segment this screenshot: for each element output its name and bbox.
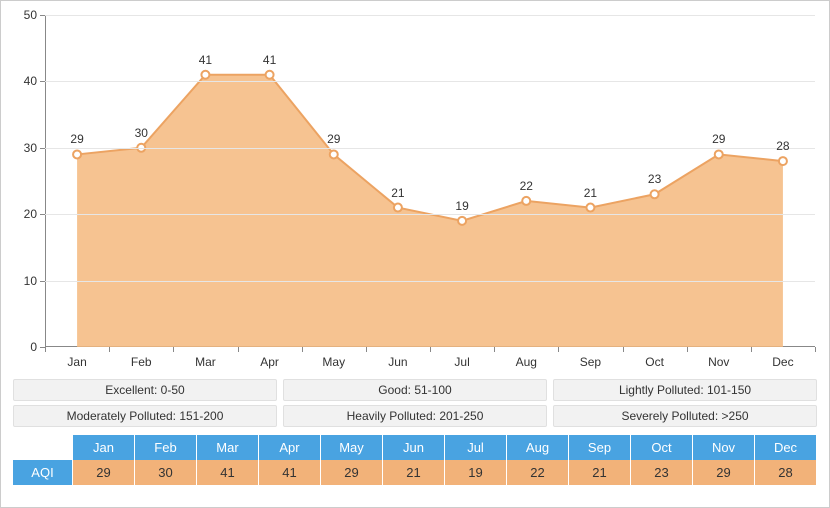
x-tick-mark: [430, 347, 431, 352]
y-tick-mark: [40, 15, 45, 16]
table-header-cell: Jan: [73, 435, 135, 460]
x-tick-mark: [366, 347, 367, 352]
x-tick-mark: [173, 347, 174, 352]
x-tick-mark: [558, 347, 559, 352]
y-tick-mark: [40, 81, 45, 82]
table-data-cell: 30: [135, 460, 197, 485]
legend-lightly-polluted: Lightly Polluted: 101-150: [553, 379, 817, 401]
table-data-cell: 29: [693, 460, 755, 485]
table-header-cell: Nov: [693, 435, 755, 460]
x-tick-mark: [751, 347, 752, 352]
y-tick-label: 50: [7, 8, 37, 22]
legend-row-1: Excellent: 0-50 Good: 51-100 Lightly Pol…: [5, 379, 825, 401]
x-tick-label: May: [322, 355, 345, 369]
y-tick-label: 10: [7, 274, 37, 288]
x-tick-label: Oct: [645, 355, 664, 369]
x-tick-label: Feb: [131, 355, 152, 369]
table-header-cell: Jun: [383, 435, 445, 460]
gridline: [45, 148, 815, 149]
table-header-cell: Sep: [569, 435, 631, 460]
data-table: JanFebMarAprMayJunJulAugSepOctNovDec AQI…: [5, 435, 825, 485]
x-tick-mark: [623, 347, 624, 352]
y-tick-label: 0: [7, 340, 37, 354]
table-row-label: AQI: [13, 460, 73, 485]
table-data-cell: 21: [383, 460, 445, 485]
x-tick-label: Aug: [516, 355, 537, 369]
gridline: [45, 214, 815, 215]
legend-row-2: Moderately Polluted: 151-200 Heavily Pol…: [5, 405, 825, 427]
table-data-cell: 29: [73, 460, 135, 485]
legend-heavily-polluted: Heavily Polluted: 201-250: [283, 405, 547, 427]
plot-area: 01020304050JanFebMarAprMayJunJulAugSepOc…: [45, 15, 815, 347]
legend-moderately-polluted: Moderately Polluted: 151-200: [13, 405, 277, 427]
table-data-cell: 41: [259, 460, 321, 485]
table-data-cell: 28: [755, 460, 817, 485]
table-row: AQI 293041412921192221232928: [13, 460, 817, 485]
legend-excellent: Excellent: 0-50: [13, 379, 277, 401]
x-tick-mark: [109, 347, 110, 352]
data-label: 29: [712, 132, 725, 146]
table-data-cell: 29: [321, 460, 383, 485]
x-tick-mark: [687, 347, 688, 352]
x-tick-mark: [302, 347, 303, 352]
y-tick-mark: [40, 214, 45, 215]
y-tick-label: 30: [7, 141, 37, 155]
gridline: [45, 81, 815, 82]
x-tick-mark: [494, 347, 495, 352]
x-tick-mark: [815, 347, 816, 352]
table-header-cell: May: [321, 435, 383, 460]
x-tick-label: Mar: [195, 355, 216, 369]
data-label: 30: [135, 126, 148, 140]
chart-container: 01020304050JanFebMarAprMayJunJulAugSepOc…: [0, 0, 830, 508]
table-data-cell: 22: [507, 460, 569, 485]
x-tick-mark: [238, 347, 239, 352]
x-tick-label: Dec: [772, 355, 793, 369]
legend-severely-polluted: Severely Polluted: >250: [553, 405, 817, 427]
table-header-cell: Aug: [507, 435, 569, 460]
data-label: 22: [520, 179, 533, 193]
data-label: 29: [70, 132, 83, 146]
gridline: [45, 15, 815, 16]
table-data-cell: 23: [631, 460, 693, 485]
data-label: 23: [648, 172, 661, 186]
x-tick-label: Jul: [454, 355, 469, 369]
table-header-cell: Apr: [259, 435, 321, 460]
area-chart: 0 10 20 30 40 50 Jan Feb Mar Apr May Jun Jul Aug Sep Oc…: [5, 5, 825, 375]
x-tick-label: Apr: [260, 355, 279, 369]
data-label: 29: [327, 132, 340, 146]
x-tick-label: Nov: [708, 355, 729, 369]
table-header-cell: Dec: [755, 435, 817, 460]
x-tick-mark: [45, 347, 46, 352]
y-tick-mark: [40, 281, 45, 282]
table-header-cell: Mar: [197, 435, 259, 460]
data-label: 21: [584, 186, 597, 200]
y-tick-mark: [40, 148, 45, 149]
table-data-cell: 19: [445, 460, 507, 485]
x-tick-label: Sep: [580, 355, 601, 369]
legend-good: Good: 51-100: [283, 379, 547, 401]
table-data-cell: 41: [197, 460, 259, 485]
area-svg: [45, 15, 815, 347]
table-header-cell: Oct: [631, 435, 693, 460]
table-data-cell: 21: [569, 460, 631, 485]
data-label: 28: [776, 139, 789, 153]
y-tick-label: 20: [7, 207, 37, 221]
table-header-row: JanFebMarAprMayJunJulAugSepOctNovDec: [13, 435, 817, 460]
table-corner: [13, 435, 73, 460]
x-tick-label: Jun: [388, 355, 407, 369]
table-header-cell: Feb: [135, 435, 197, 460]
table-header-cell: Jul: [445, 435, 507, 460]
data-label: 41: [263, 53, 276, 67]
data-label: 41: [199, 53, 212, 67]
data-label: 21: [391, 186, 404, 200]
x-tick-label: Jan: [67, 355, 86, 369]
y-tick-label: 40: [7, 74, 37, 88]
gridline: [45, 281, 815, 282]
data-label: 19: [455, 199, 468, 213]
